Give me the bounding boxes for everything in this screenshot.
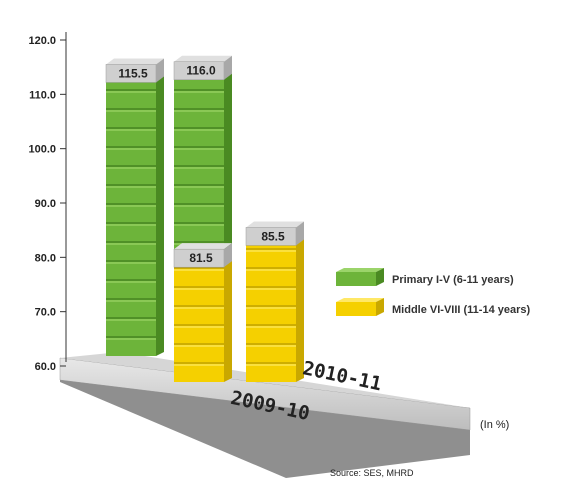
unit-note: (In %) (480, 419, 509, 431)
data-label: 81.5 (189, 251, 213, 265)
bar-front (174, 249, 224, 382)
bar-stack-primary-2009-10: 115.5 (105, 58, 164, 356)
bar-side (296, 223, 304, 382)
value-cap-side (224, 243, 232, 268)
bar-stack-middle-2009-10: 81.5 (173, 243, 232, 382)
value-cap-side (224, 55, 232, 80)
y-tick-label: 120.0 (28, 35, 56, 47)
bar-stack-middle-2010-11: 85.5 (245, 221, 304, 382)
value-cap-side (156, 58, 164, 83)
value-cap-top (106, 58, 164, 65)
value-cap-top (174, 55, 232, 62)
legend-item-primary: Primary I-V (6-11 years) (336, 268, 514, 286)
y-tick-label: 60.0 (35, 361, 56, 373)
y-tick-label: 80.0 (35, 252, 56, 264)
bar-front (246, 227, 296, 382)
y-tick-label: 110.0 (29, 89, 56, 101)
legend-swatch-primary (336, 268, 384, 286)
legend-label-primary: Primary I-V (6-11 years) (392, 274, 514, 286)
data-label: 85.5 (261, 229, 285, 243)
bar-stacks: 115.5 116.0 81.5 85.5 (105, 55, 304, 382)
y-tick-label: 90.0 (35, 198, 56, 210)
source-note: Source: SES, MHRD (330, 468, 414, 478)
legend: Primary I-V (6-11 years) Middle VI-VIII … (336, 268, 531, 316)
bar-front (106, 64, 156, 356)
y-tick-label: 100.0 (28, 144, 56, 156)
y-axis-ticks: 120.0 110.0 100.0 90.0 80.0 70.0 60.0 (28, 35, 66, 373)
value-cap-top (246, 221, 304, 228)
value-cap-side (296, 221, 304, 246)
legend-label-middle: Middle VI-VIII (11-14 years) (392, 304, 531, 316)
data-label: 115.5 (118, 66, 148, 80)
legend-item-middle: Middle VI-VIII (11-14 years) (336, 298, 531, 316)
y-tick-label: 70.0 (35, 307, 56, 319)
bar-side (224, 245, 232, 382)
legend-swatch-middle (336, 298, 384, 316)
data-label: 116.0 (186, 64, 216, 78)
bar-side (156, 60, 164, 356)
value-cap-top (174, 243, 232, 250)
